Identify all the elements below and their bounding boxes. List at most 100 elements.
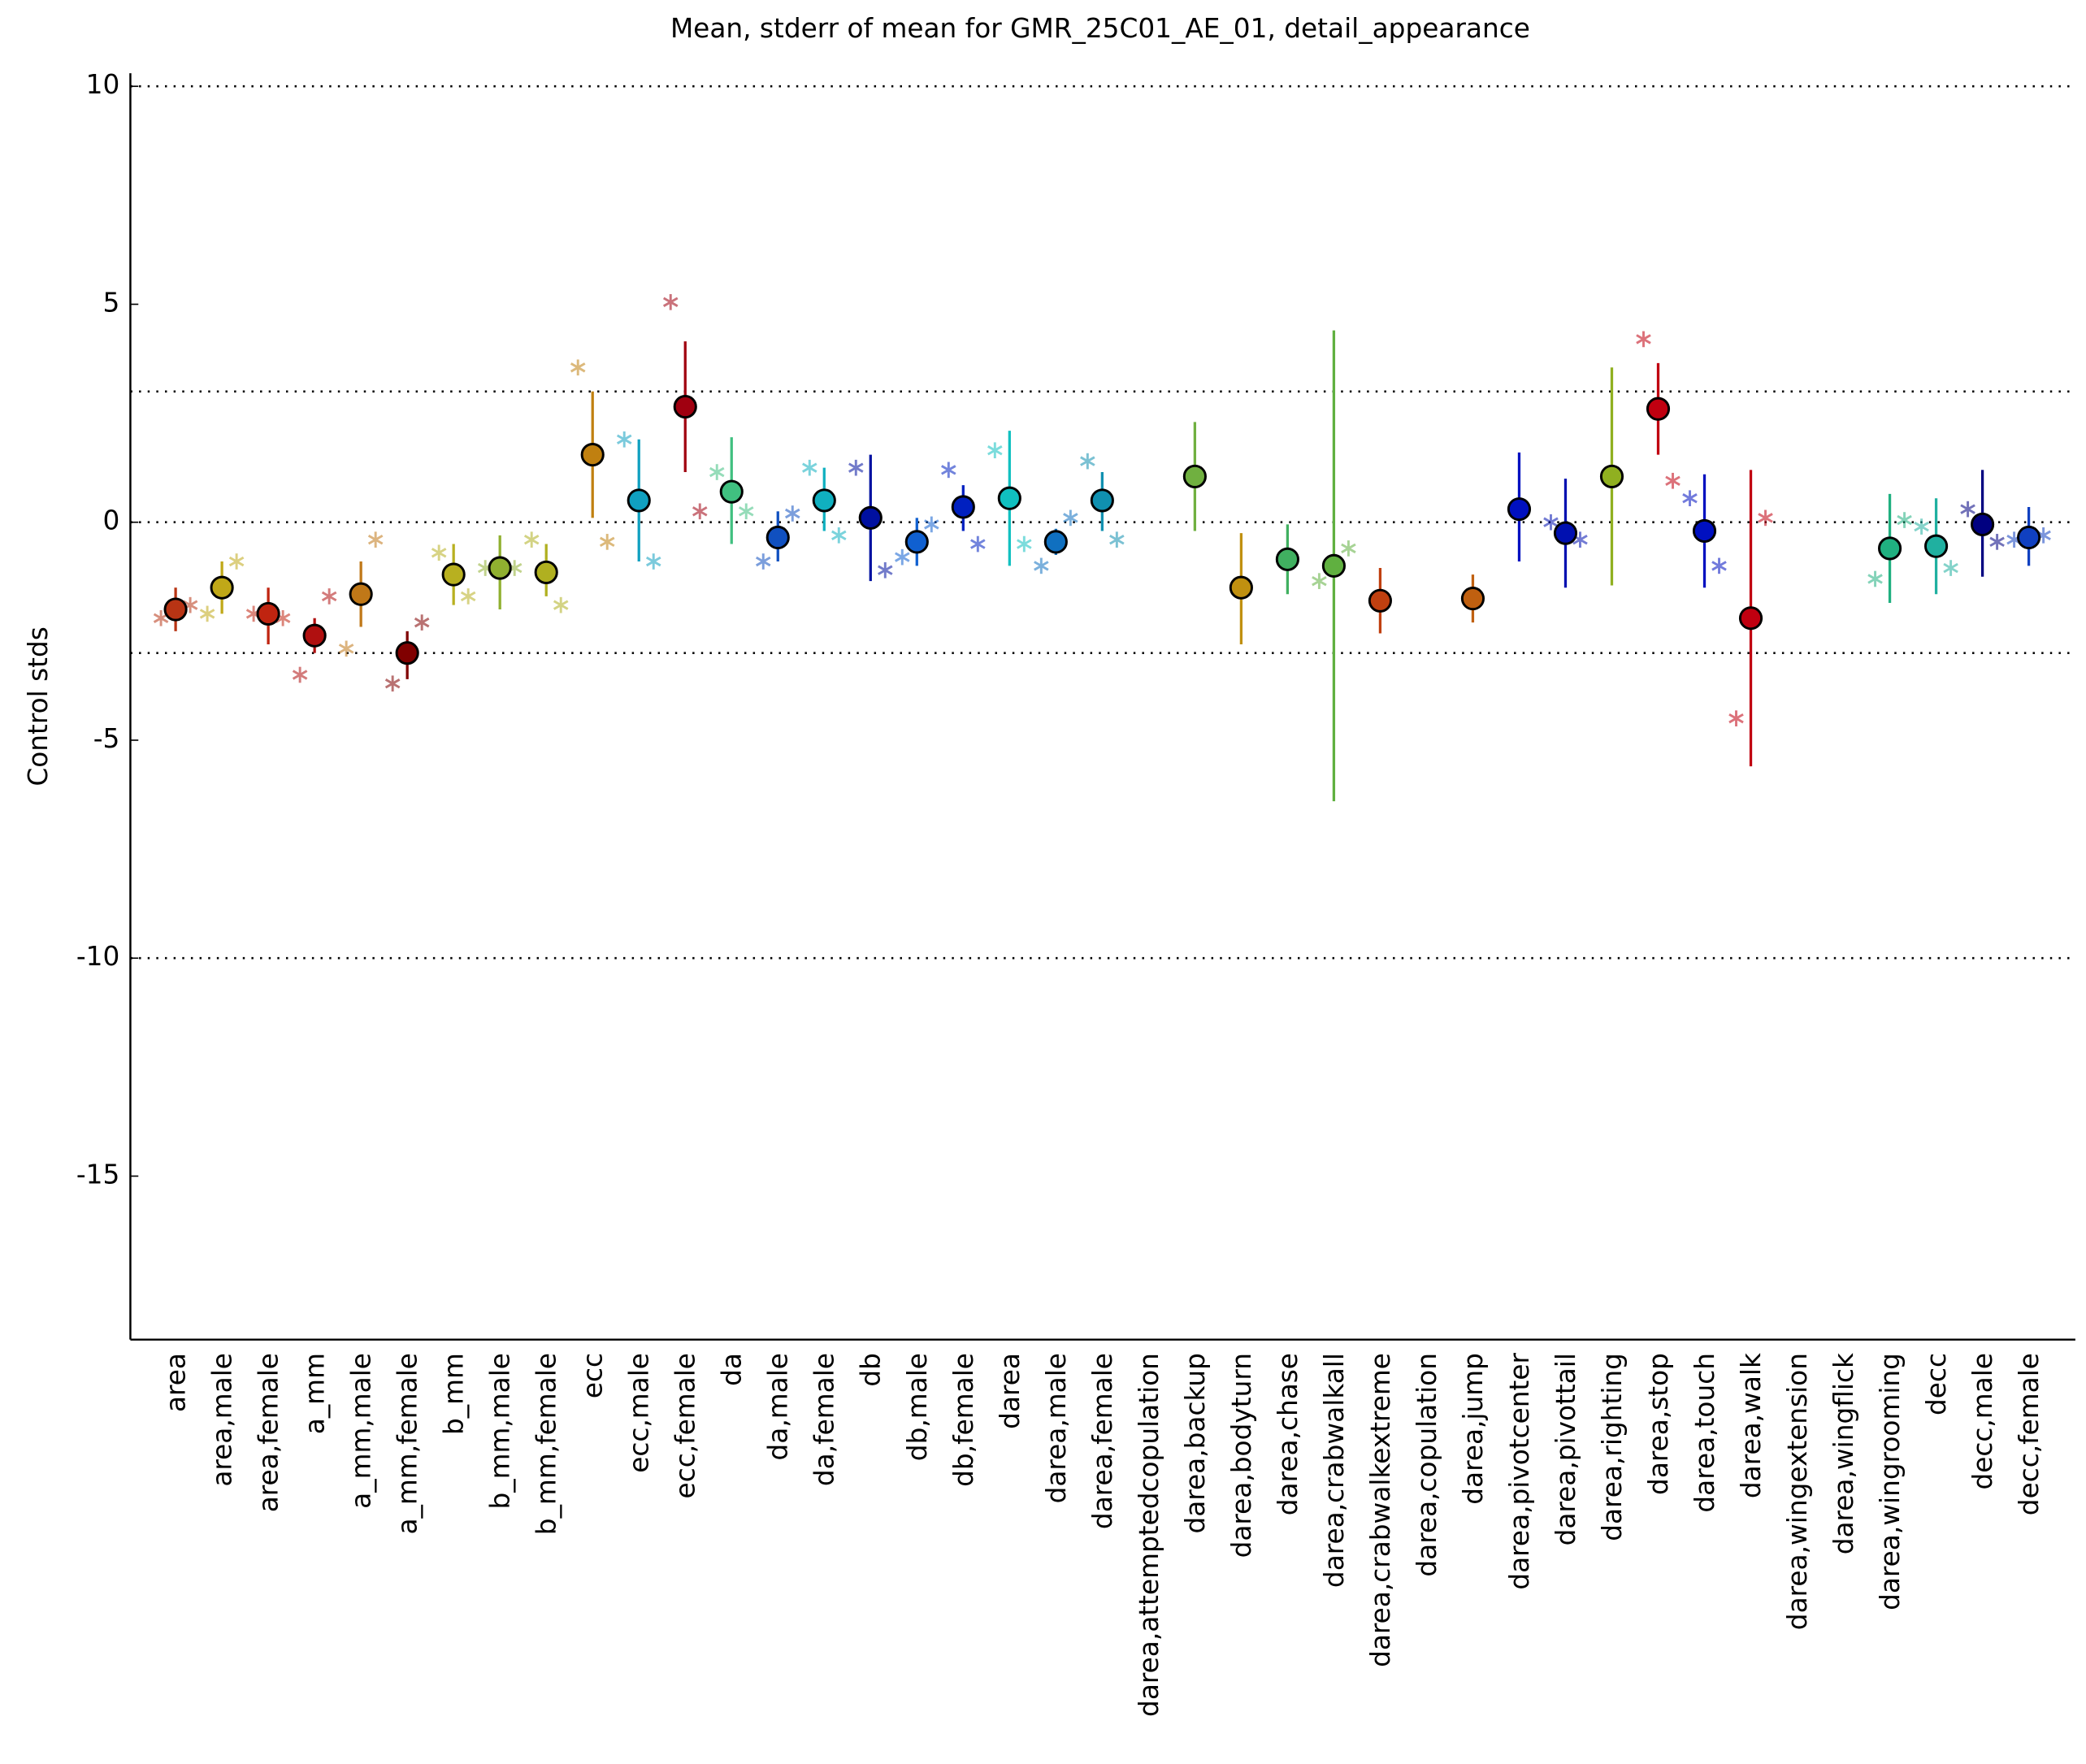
asterisk bbox=[1665, 472, 1681, 489]
asterisk bbox=[924, 516, 939, 533]
x-tick-label: decc,male bbox=[1967, 1353, 1998, 1490]
asterisk bbox=[1312, 573, 1327, 589]
mean-marker bbox=[1646, 397, 1671, 421]
y-tick-label: -15 bbox=[76, 1159, 119, 1190]
asterisk bbox=[1989, 534, 2005, 550]
asterisk bbox=[1867, 570, 1883, 587]
asterisk-stroke bbox=[709, 466, 725, 478]
x-tick-label: area,male bbox=[207, 1353, 238, 1487]
x-tick-label: darea,touch bbox=[1689, 1353, 1720, 1513]
y-tick-label: 10 bbox=[86, 69, 120, 100]
mean-marker bbox=[627, 488, 651, 513]
asterisk bbox=[523, 531, 540, 548]
mean-marker bbox=[1090, 488, 1114, 513]
asterisk-stroke bbox=[848, 462, 864, 473]
x-tick-label: ecc,male bbox=[624, 1353, 655, 1473]
asterisk bbox=[367, 531, 384, 548]
asterisk-stroke bbox=[924, 519, 939, 530]
asterisk bbox=[1543, 514, 1559, 531]
asterisk bbox=[1728, 710, 1744, 726]
asterisk bbox=[1109, 531, 1125, 548]
asterisk-stroke bbox=[1897, 514, 1912, 526]
asterisk-stroke bbox=[738, 506, 754, 517]
asterisk-stroke bbox=[321, 591, 337, 602]
asterisk-stroke bbox=[895, 552, 910, 562]
mean-marker bbox=[1182, 464, 1207, 488]
asterisk-stroke bbox=[1636, 334, 1651, 345]
asterisk-stroke bbox=[1063, 513, 1078, 523]
asterisk-stroke bbox=[1960, 504, 1975, 514]
x-tick-label: darea,wingextension bbox=[1782, 1353, 1813, 1630]
asterisk bbox=[941, 462, 956, 479]
x-tick-label: darea,stop bbox=[1643, 1353, 1674, 1495]
asterisk bbox=[662, 293, 679, 310]
asterisk-stroke bbox=[367, 535, 384, 545]
asterisk bbox=[848, 459, 864, 476]
x-tick-label: darea,chase bbox=[1273, 1353, 1303, 1515]
chart-title: Mean, stderr of mean for GMR_25C01_AE_01… bbox=[670, 13, 1530, 44]
asterisk bbox=[1897, 512, 1912, 528]
mean-marker bbox=[765, 525, 790, 550]
mean-marker bbox=[673, 394, 697, 419]
x-tick-label: b_mm bbox=[439, 1353, 470, 1435]
asterisk-stroke bbox=[275, 613, 291, 623]
asterisk-stroke bbox=[1728, 713, 1744, 724]
mean-marker bbox=[2017, 525, 2041, 550]
asterisk bbox=[692, 503, 708, 520]
mean-marker bbox=[858, 505, 883, 530]
asterisk-stroke bbox=[523, 535, 540, 545]
mean-marker bbox=[580, 443, 605, 467]
mean-marker bbox=[951, 495, 975, 519]
mean-marker bbox=[302, 623, 327, 648]
asterisk bbox=[1080, 453, 1095, 470]
x-tick-label: darea,female bbox=[1087, 1353, 1118, 1529]
mean-marker bbox=[1043, 530, 1068, 554]
asterisk bbox=[784, 505, 800, 522]
asterisk-stroke bbox=[1572, 535, 1588, 545]
x-tick-label: ecc,female bbox=[670, 1353, 701, 1498]
asterisk bbox=[599, 534, 615, 550]
y-tick-label: 0 bbox=[103, 505, 120, 536]
asterisk-stroke bbox=[941, 465, 956, 475]
x-tick-label: db,male bbox=[902, 1353, 933, 1461]
asterisk bbox=[292, 666, 308, 683]
asterisk-stroke bbox=[1341, 543, 1356, 554]
mean-marker bbox=[1368, 588, 1392, 613]
asterisk-stroke bbox=[878, 565, 893, 575]
mean-marker bbox=[1924, 534, 1949, 558]
asterisk-stroke bbox=[1867, 574, 1883, 584]
mean-marker bbox=[1507, 497, 1532, 522]
asterisk bbox=[738, 503, 754, 520]
asterisk bbox=[970, 535, 986, 553]
x-tick-label: db,female bbox=[948, 1353, 979, 1487]
asterisk bbox=[1960, 501, 1975, 518]
asterisk bbox=[228, 553, 245, 570]
mean-marker bbox=[163, 597, 188, 622]
x-tick-label: darea bbox=[995, 1353, 1026, 1429]
x-tick-label: decc bbox=[1921, 1353, 1952, 1415]
asterisk-stroke bbox=[1543, 517, 1559, 527]
asterisk-stroke bbox=[662, 297, 679, 307]
asterisk-stroke bbox=[1989, 536, 2005, 548]
mean-marker bbox=[1460, 587, 1485, 611]
asterisk bbox=[1063, 509, 1078, 527]
asterisk bbox=[1341, 540, 1356, 557]
x-tick-label: db bbox=[856, 1353, 887, 1387]
mean-marker bbox=[395, 641, 419, 665]
x-tick-label: a_mm,male bbox=[346, 1353, 377, 1509]
mean-marker bbox=[1738, 606, 1763, 631]
asterisk-stroke bbox=[599, 536, 615, 548]
asterisk bbox=[1017, 535, 1032, 553]
asterisk-stroke bbox=[1034, 561, 1049, 571]
x-tick-label: darea,walk bbox=[1736, 1353, 1767, 1498]
asterisk bbox=[384, 675, 401, 692]
asterisk bbox=[460, 588, 476, 605]
asterisk-stroke bbox=[1758, 513, 1773, 523]
y-axis-label: Control stds bbox=[23, 626, 54, 786]
asterisk bbox=[987, 442, 1003, 459]
x-tick-label: darea,pivottail bbox=[1550, 1353, 1581, 1545]
mean-marker bbox=[256, 601, 280, 626]
asterisk bbox=[1034, 557, 1049, 574]
asterisk bbox=[1636, 331, 1651, 348]
